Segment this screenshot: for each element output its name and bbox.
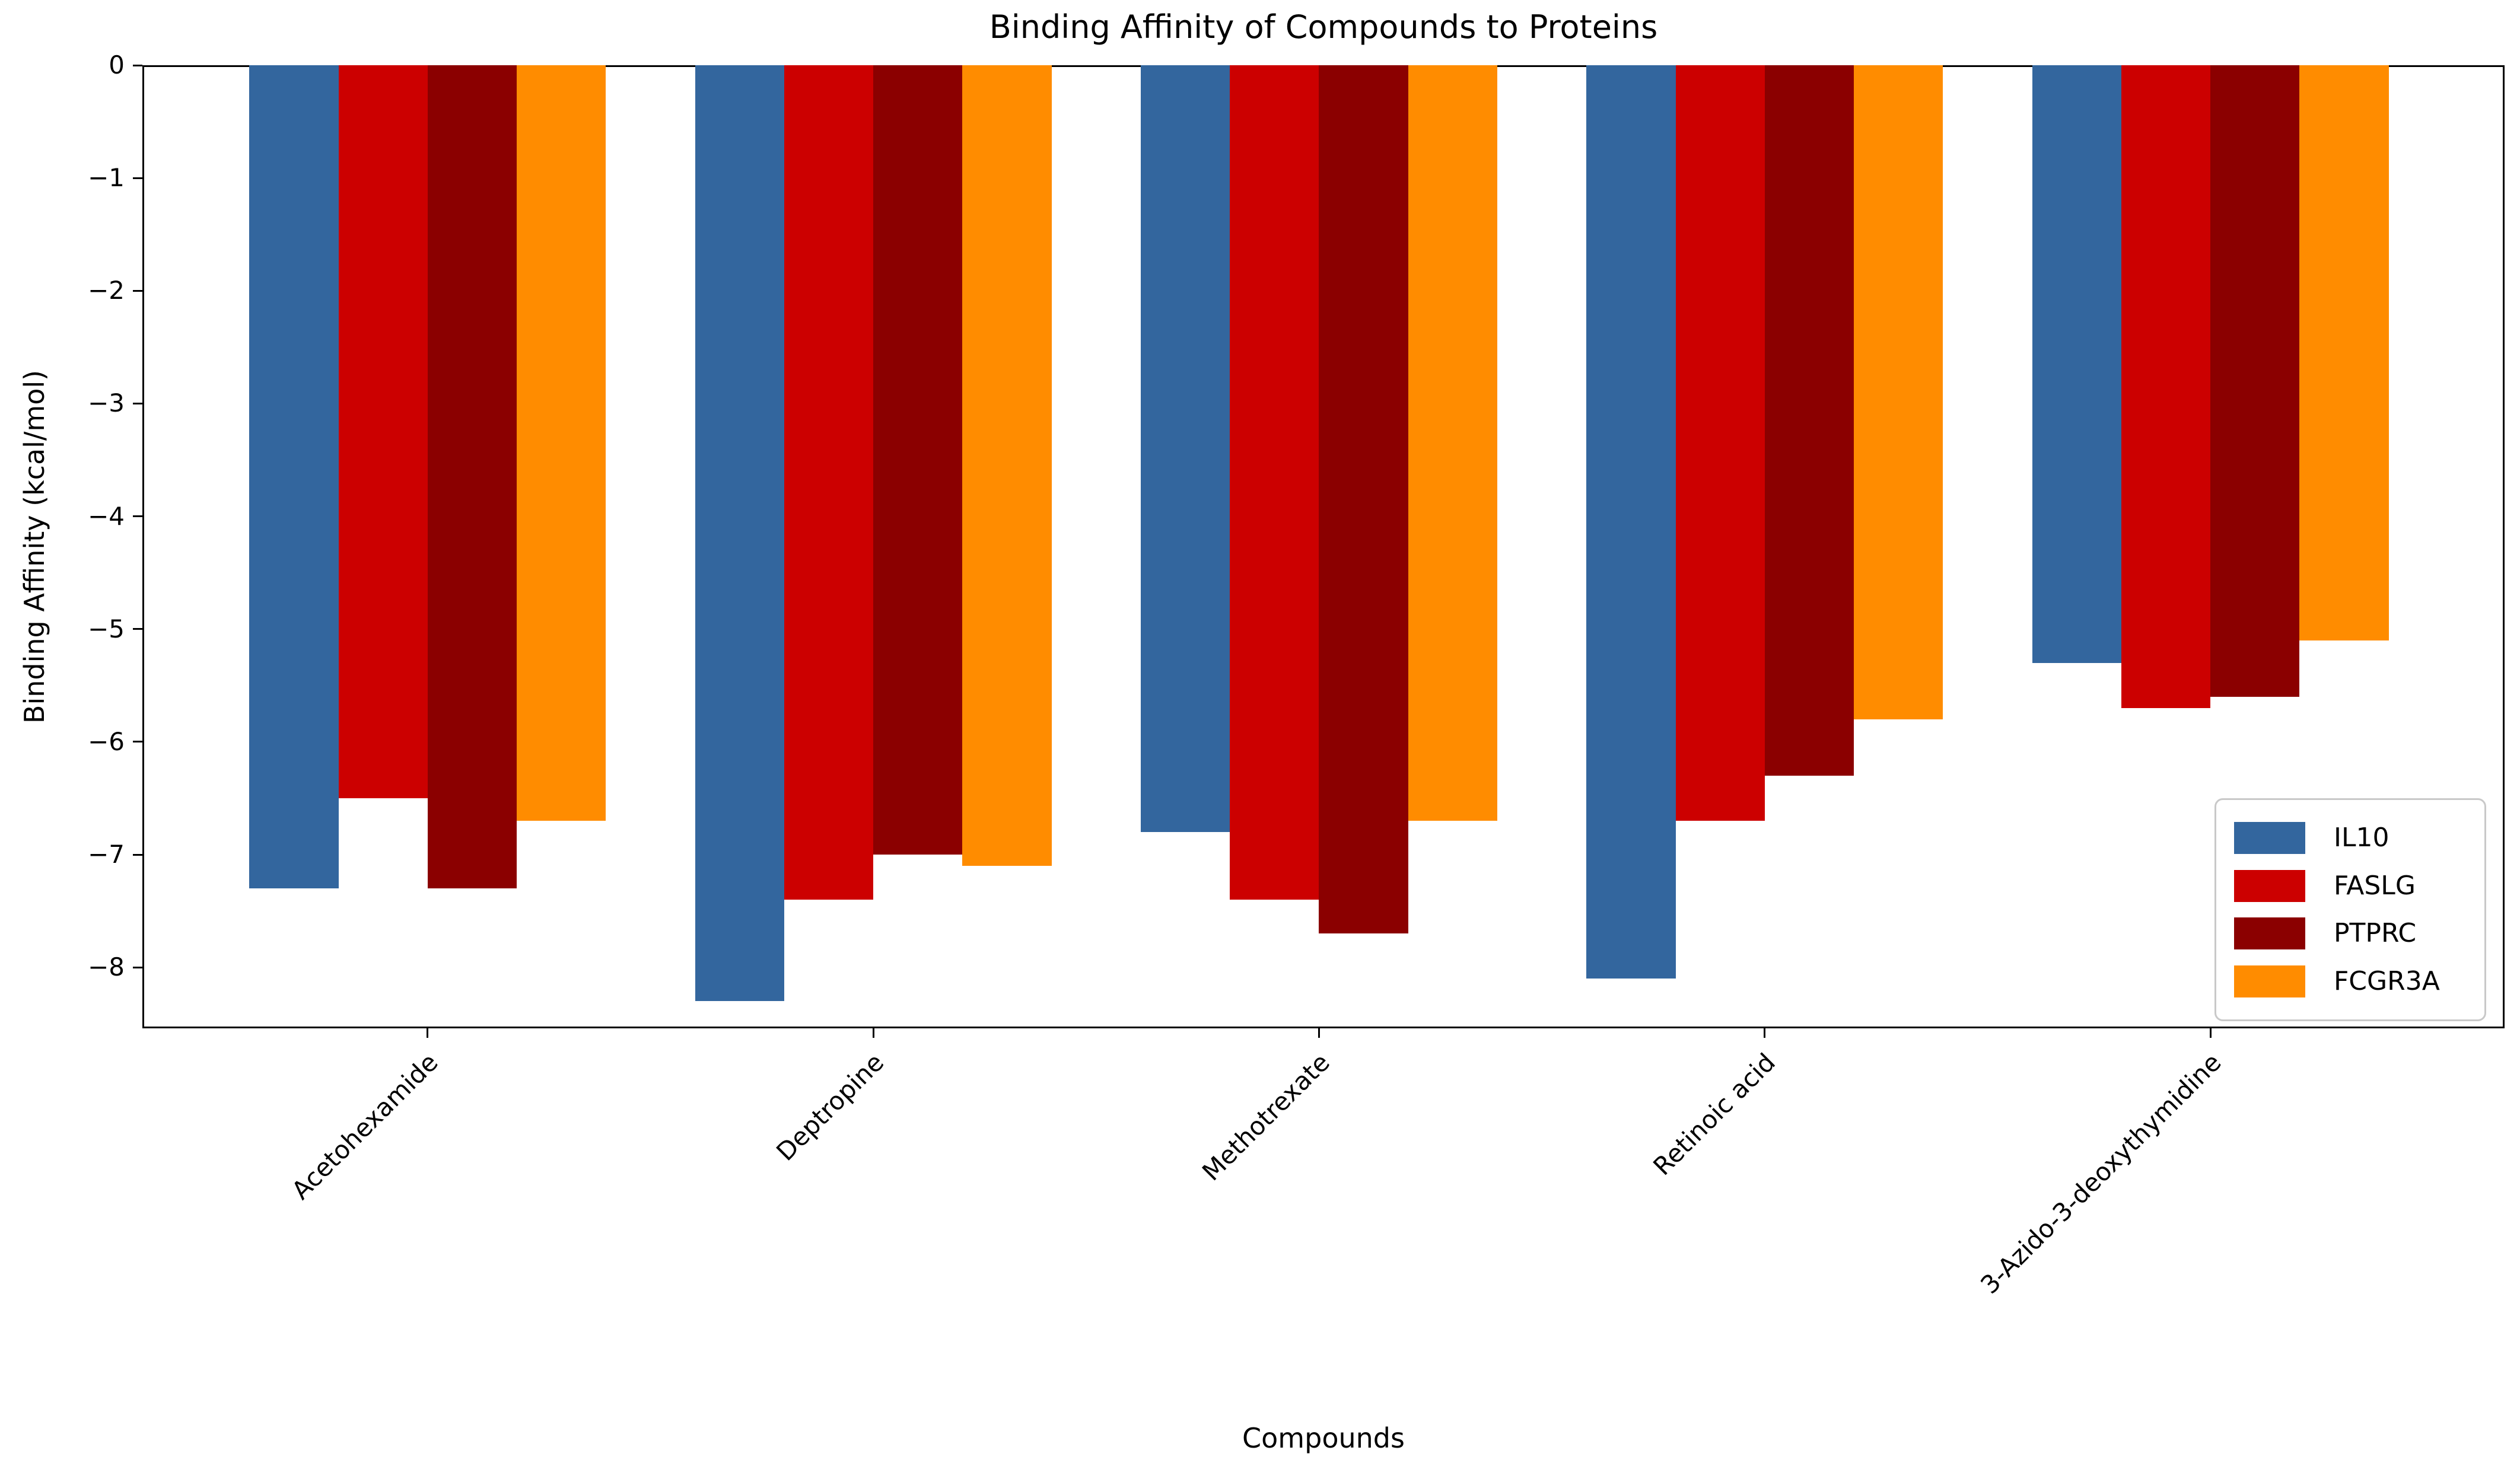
y-tick-label--5: −5 bbox=[88, 614, 125, 643]
x-tick-mark-0 bbox=[427, 1028, 429, 1038]
bar-PTPRC-Deptropine bbox=[873, 65, 963, 855]
bar-IL10-3-Azido-3-deoxythymidine bbox=[2032, 65, 2121, 663]
legend-label-FASLG: FASLG bbox=[2334, 870, 2416, 901]
y-tick-label--4: −4 bbox=[88, 501, 125, 531]
legend-label-IL10: IL10 bbox=[2334, 822, 2389, 853]
y-tick-mark--3 bbox=[133, 402, 142, 404]
legend-swatch-FASLG bbox=[2234, 869, 2305, 902]
y-tick-label--7: −7 bbox=[88, 840, 125, 869]
bar-IL10-Acetohexamide bbox=[249, 65, 339, 889]
legend-item-FASLG: FASLG bbox=[2234, 869, 2467, 902]
x-tick-mark-1 bbox=[872, 1028, 874, 1038]
x-tick-label-4: 3-Azido-3-deoxythymidine bbox=[1974, 1047, 2227, 1300]
bar-PTPRC-Acetohexamide bbox=[427, 65, 517, 889]
y-tick-mark-0 bbox=[133, 64, 142, 66]
y-tick-label--2: −2 bbox=[88, 276, 125, 305]
y-tick-label--1: −1 bbox=[88, 163, 125, 193]
x-tick-label-2: Methotrexate bbox=[1196, 1047, 1335, 1187]
y-tick-mark--4 bbox=[133, 515, 142, 518]
legend-swatch-PTPRC bbox=[2234, 917, 2305, 950]
bar-FASLG-Acetohexamide bbox=[338, 65, 428, 799]
bar-FCGR3A-3-Azido-3-deoxythymidine bbox=[2299, 65, 2389, 640]
legend-swatch-FCGR3A bbox=[2234, 965, 2305, 998]
x-tick-label-0: Acetohexamide bbox=[286, 1047, 444, 1206]
y-tick-mark--8 bbox=[133, 966, 142, 968]
bar-PTPRC-3-Azido-3-deoxythymidine bbox=[2210, 65, 2300, 697]
y-tick-mark--6 bbox=[133, 741, 142, 743]
x-tick-label-1: Deptropine bbox=[771, 1047, 890, 1167]
y-axis-label: Binding Affinity (kcal/mol) bbox=[18, 369, 50, 724]
y-tick-mark--7 bbox=[133, 853, 142, 856]
legend-label-PTPRC: PTPRC bbox=[2334, 918, 2417, 949]
y-tick-label--3: −3 bbox=[88, 388, 125, 418]
bar-FASLG-3-Azido-3-deoxythymidine bbox=[2121, 65, 2211, 708]
x-tick-mark-2 bbox=[1318, 1028, 1320, 1038]
bar-PTPRC-Retinoic acid bbox=[1764, 65, 1854, 776]
bar-IL10-Deptropine bbox=[695, 65, 784, 1002]
x-axis-label: Compounds bbox=[1242, 1422, 1405, 1454]
y-tick-mark--2 bbox=[133, 289, 142, 292]
x-tick-mark-3 bbox=[1764, 1028, 1766, 1038]
legend-item-IL10: IL10 bbox=[2234, 821, 2467, 854]
y-tick-label--8: −8 bbox=[88, 952, 125, 982]
bar-FASLG-Methotrexate bbox=[1230, 65, 1319, 900]
y-tick-label--6: −6 bbox=[88, 726, 125, 756]
chart-title: Binding Affinity of Compounds to Protein… bbox=[989, 8, 1658, 46]
bar-FCGR3A-Retinoic acid bbox=[1854, 65, 1943, 719]
legend: IL10 FASLG PTPRC FCGR3A bbox=[2214, 798, 2486, 1021]
legend-swatch-IL10 bbox=[2234, 821, 2305, 854]
x-tick-mark-4 bbox=[2209, 1028, 2212, 1038]
legend-item-FCGR3A: FCGR3A bbox=[2234, 965, 2467, 998]
bar-FASLG-Retinoic acid bbox=[1675, 65, 1765, 821]
bar-IL10-Retinoic acid bbox=[1586, 65, 1676, 979]
legend-label-FCGR3A: FCGR3A bbox=[2334, 966, 2440, 997]
y-tick-mark--5 bbox=[133, 628, 142, 630]
x-tick-label-3: Retinoic acid bbox=[1647, 1047, 1781, 1181]
y-tick-label-0: 0 bbox=[109, 50, 125, 79]
bar-FCGR3A-Deptropine bbox=[962, 65, 1052, 866]
legend-item-PTPRC: PTPRC bbox=[2234, 917, 2467, 950]
y-tick-mark--1 bbox=[133, 177, 142, 179]
bar-IL10-Methotrexate bbox=[1140, 65, 1230, 833]
bar-PTPRC-Methotrexate bbox=[1319, 65, 1408, 934]
bar-FCGR3A-Methotrexate bbox=[1408, 65, 1497, 821]
bar-FASLG-Deptropine bbox=[784, 65, 874, 900]
bar-FCGR3A-Acetohexamide bbox=[517, 65, 606, 821]
